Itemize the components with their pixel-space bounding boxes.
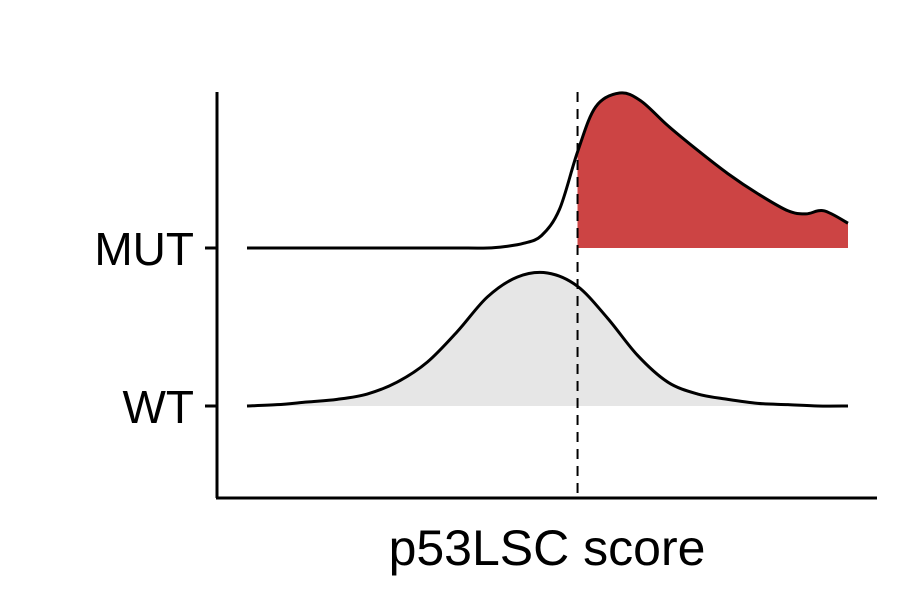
density-line-wt (246, 270, 849, 408)
density-line-mut (247, 91, 849, 250)
ridge-mut (247, 91, 849, 250)
x-axis-title: p53LSC score (389, 520, 706, 576)
density-area-mut (577, 92, 848, 248)
y-tick-label-mut: MUT (94, 223, 194, 275)
density-area-wt (247, 272, 848, 407)
y-tick-label-wt: WT (122, 381, 194, 433)
y-ticks-layer: WT MUT (94, 223, 217, 433)
ridge-wt (246, 270, 849, 408)
ridges-layer (246, 91, 849, 408)
